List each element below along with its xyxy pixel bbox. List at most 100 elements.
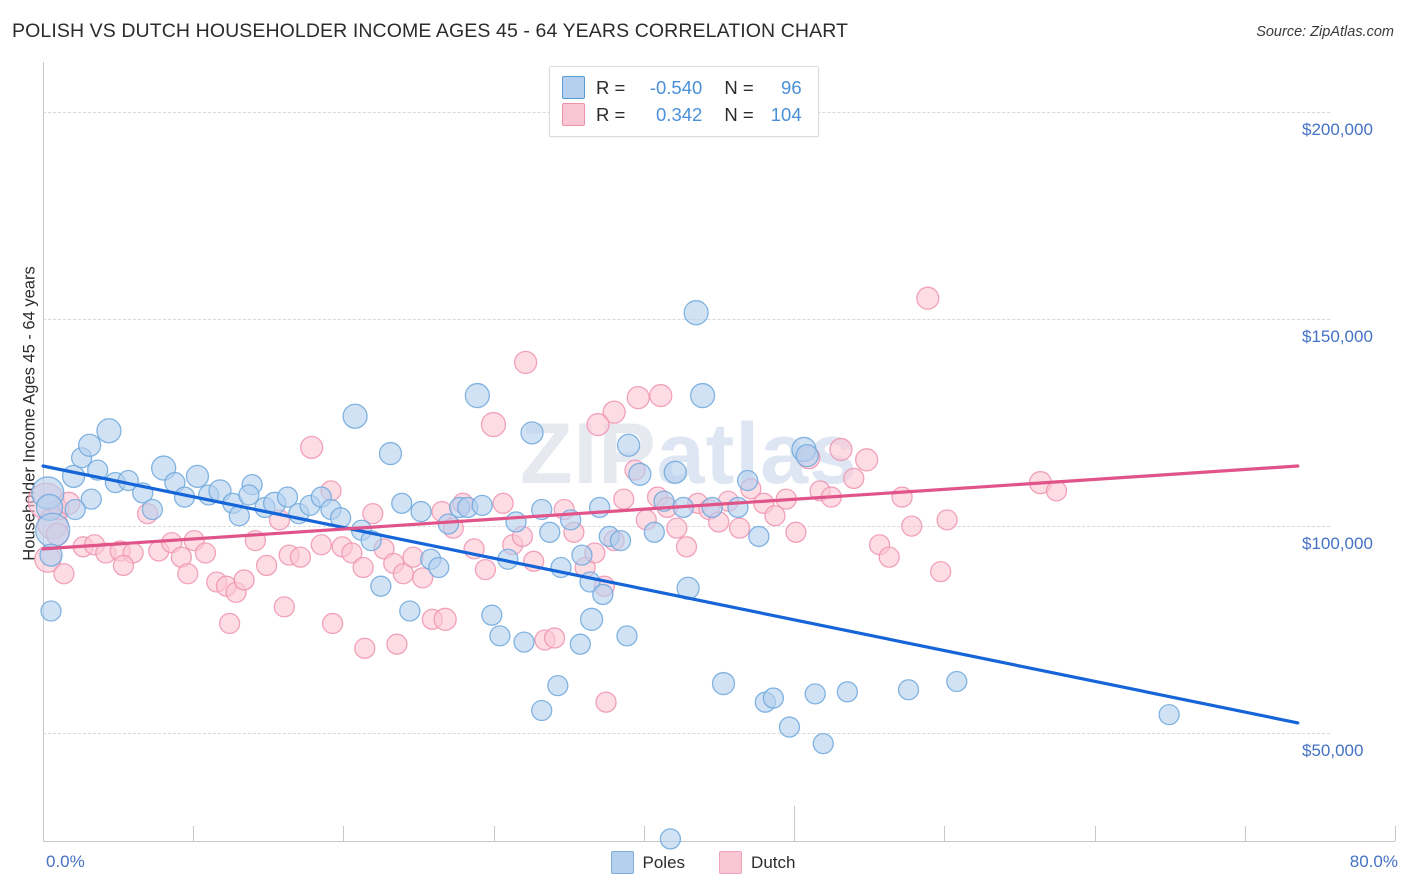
dutch-data-point: [273, 596, 295, 618]
x-tick: [794, 806, 796, 841]
poles-data-point: [897, 679, 920, 701]
dutch-data-point: [543, 627, 566, 649]
x-tick: [643, 826, 645, 841]
dutch-data-point: [321, 612, 344, 635]
dutch-data-point: [233, 569, 255, 591]
poles-data-point: [701, 496, 723, 519]
n-value-dutch: 104: [770, 103, 802, 125]
poles-data-point: [683, 300, 709, 326]
n-label-poles: N =: [724, 76, 754, 98]
poles-data-point: [579, 607, 604, 631]
y-tick-label: $150,000: [1302, 326, 1373, 346]
correlation-legend: R = -0.540 N = 96 R = 0.342 N = 104: [549, 66, 819, 137]
r-label-dutch: R =: [596, 103, 626, 125]
poles-data-point: [61, 464, 86, 489]
poles-data-point: [539, 521, 561, 543]
dutch-data-point: [878, 546, 900, 568]
poles-data-point: [40, 600, 62, 622]
y-tick-label: $100,000: [1302, 534, 1373, 554]
series-legend-item-dutch[interactable]: Dutch: [719, 851, 795, 874]
dutch-data-point: [194, 542, 217, 564]
poles-data-point: [505, 511, 527, 533]
dutch-data-point: [402, 546, 424, 568]
dutch-data-point: [177, 563, 199, 585]
poles-data-point: [1158, 703, 1180, 726]
dutch-trendline: [41, 464, 1300, 551]
dutch-data-point: [341, 542, 363, 564]
correlation-row-dutch: R = 0.342 N = 104: [562, 101, 802, 128]
n-value-poles: 96: [781, 76, 802, 98]
correlation-row-poles: R = -0.540 N = 96: [562, 74, 802, 101]
legend-swatch-poles-icon: [562, 76, 585, 99]
dutch-data-point: [602, 400, 626, 424]
poles-data-point: [370, 575, 392, 597]
page-title: POLISH VS DUTCH HOUSEHOLDER INCOME AGES …: [12, 20, 849, 42]
dutch-data-point: [936, 509, 958, 531]
dutch-data-point: [513, 350, 538, 375]
dutch-data-point: [386, 633, 408, 655]
x-tick: [343, 826, 345, 841]
poles-data-point: [391, 492, 413, 514]
dutch-data-point: [675, 536, 698, 558]
x-axis-line: [43, 841, 1395, 842]
dutch-data-point: [310, 534, 332, 556]
poles-data-point: [571, 544, 593, 566]
dutch-data-point: [843, 467, 865, 490]
poles-data-point: [141, 498, 164, 521]
poles-data-point: [78, 433, 102, 457]
r-value-dutch: 0.342: [656, 103, 703, 125]
poles-data-point: [946, 670, 968, 693]
dutch-data-point: [916, 286, 940, 310]
poles-data-point: [520, 421, 544, 445]
poles-data-point: [778, 716, 801, 738]
dutch-data-point: [764, 505, 786, 527]
dutch-data-point: [112, 554, 135, 577]
dutch-data-point: [666, 517, 688, 539]
x-tick: [493, 826, 495, 841]
series-legend-item-poles[interactable]: Poles: [610, 851, 685, 874]
poles-data-point: [609, 529, 632, 552]
poles-data-point: [588, 496, 611, 519]
source-label: Source: ZipAtlas.com: [1256, 24, 1394, 40]
x-tick: [1395, 826, 1396, 841]
poles-data-point: [513, 631, 535, 653]
dutch-data-point: [433, 607, 457, 631]
poles-data-point: [35, 512, 71, 548]
dutch-data-point: [626, 385, 650, 410]
dutch-data-point: [289, 546, 312, 568]
poles-data-point: [616, 625, 638, 647]
poles-data-point: [410, 500, 432, 523]
poles-data-point: [238, 484, 260, 506]
y-tick-label: $200,000: [1302, 119, 1373, 139]
poles-data-point: [96, 418, 122, 444]
poles-data-point: [836, 681, 859, 703]
poles-data-point: [185, 464, 210, 489]
trendline-group: [41, 464, 1300, 725]
poles-data-point: [531, 699, 553, 722]
x-tick: [193, 826, 195, 841]
poles-data-point: [727, 496, 749, 519]
dutch-data-point: [586, 412, 610, 437]
dutch-data-point: [362, 503, 384, 525]
x-axis-min-label: 0.0%: [46, 852, 85, 871]
dutch-data-point: [480, 411, 507, 438]
r-label-poles: R =: [596, 76, 626, 98]
poles-data-point: [489, 625, 511, 647]
r-value-poles: -0.540: [649, 76, 703, 98]
poles-data-point: [569, 633, 591, 655]
dutch-data-point: [930, 561, 952, 583]
dutch-data-point: [613, 488, 635, 510]
dutch-data-point: [829, 437, 853, 462]
poles-data-point: [276, 486, 299, 508]
dutch-data-point: [595, 691, 617, 713]
poles-data-point: [481, 604, 503, 626]
y-axis-line: [43, 62, 44, 841]
poles-data-point: [628, 462, 652, 486]
poles-data-point: [689, 382, 716, 409]
series-legend: Poles Dutch: [0, 851, 1406, 874]
poles-data-point: [464, 382, 491, 409]
poles-data-point: [399, 600, 421, 622]
series-label-dutch: Dutch: [751, 852, 796, 872]
